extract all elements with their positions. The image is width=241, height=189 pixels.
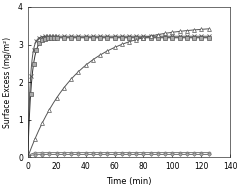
X-axis label: Time (min): Time (min) xyxy=(106,177,152,186)
Y-axis label: Surface Excess (mg/m²): Surface Excess (mg/m²) xyxy=(3,36,13,128)
